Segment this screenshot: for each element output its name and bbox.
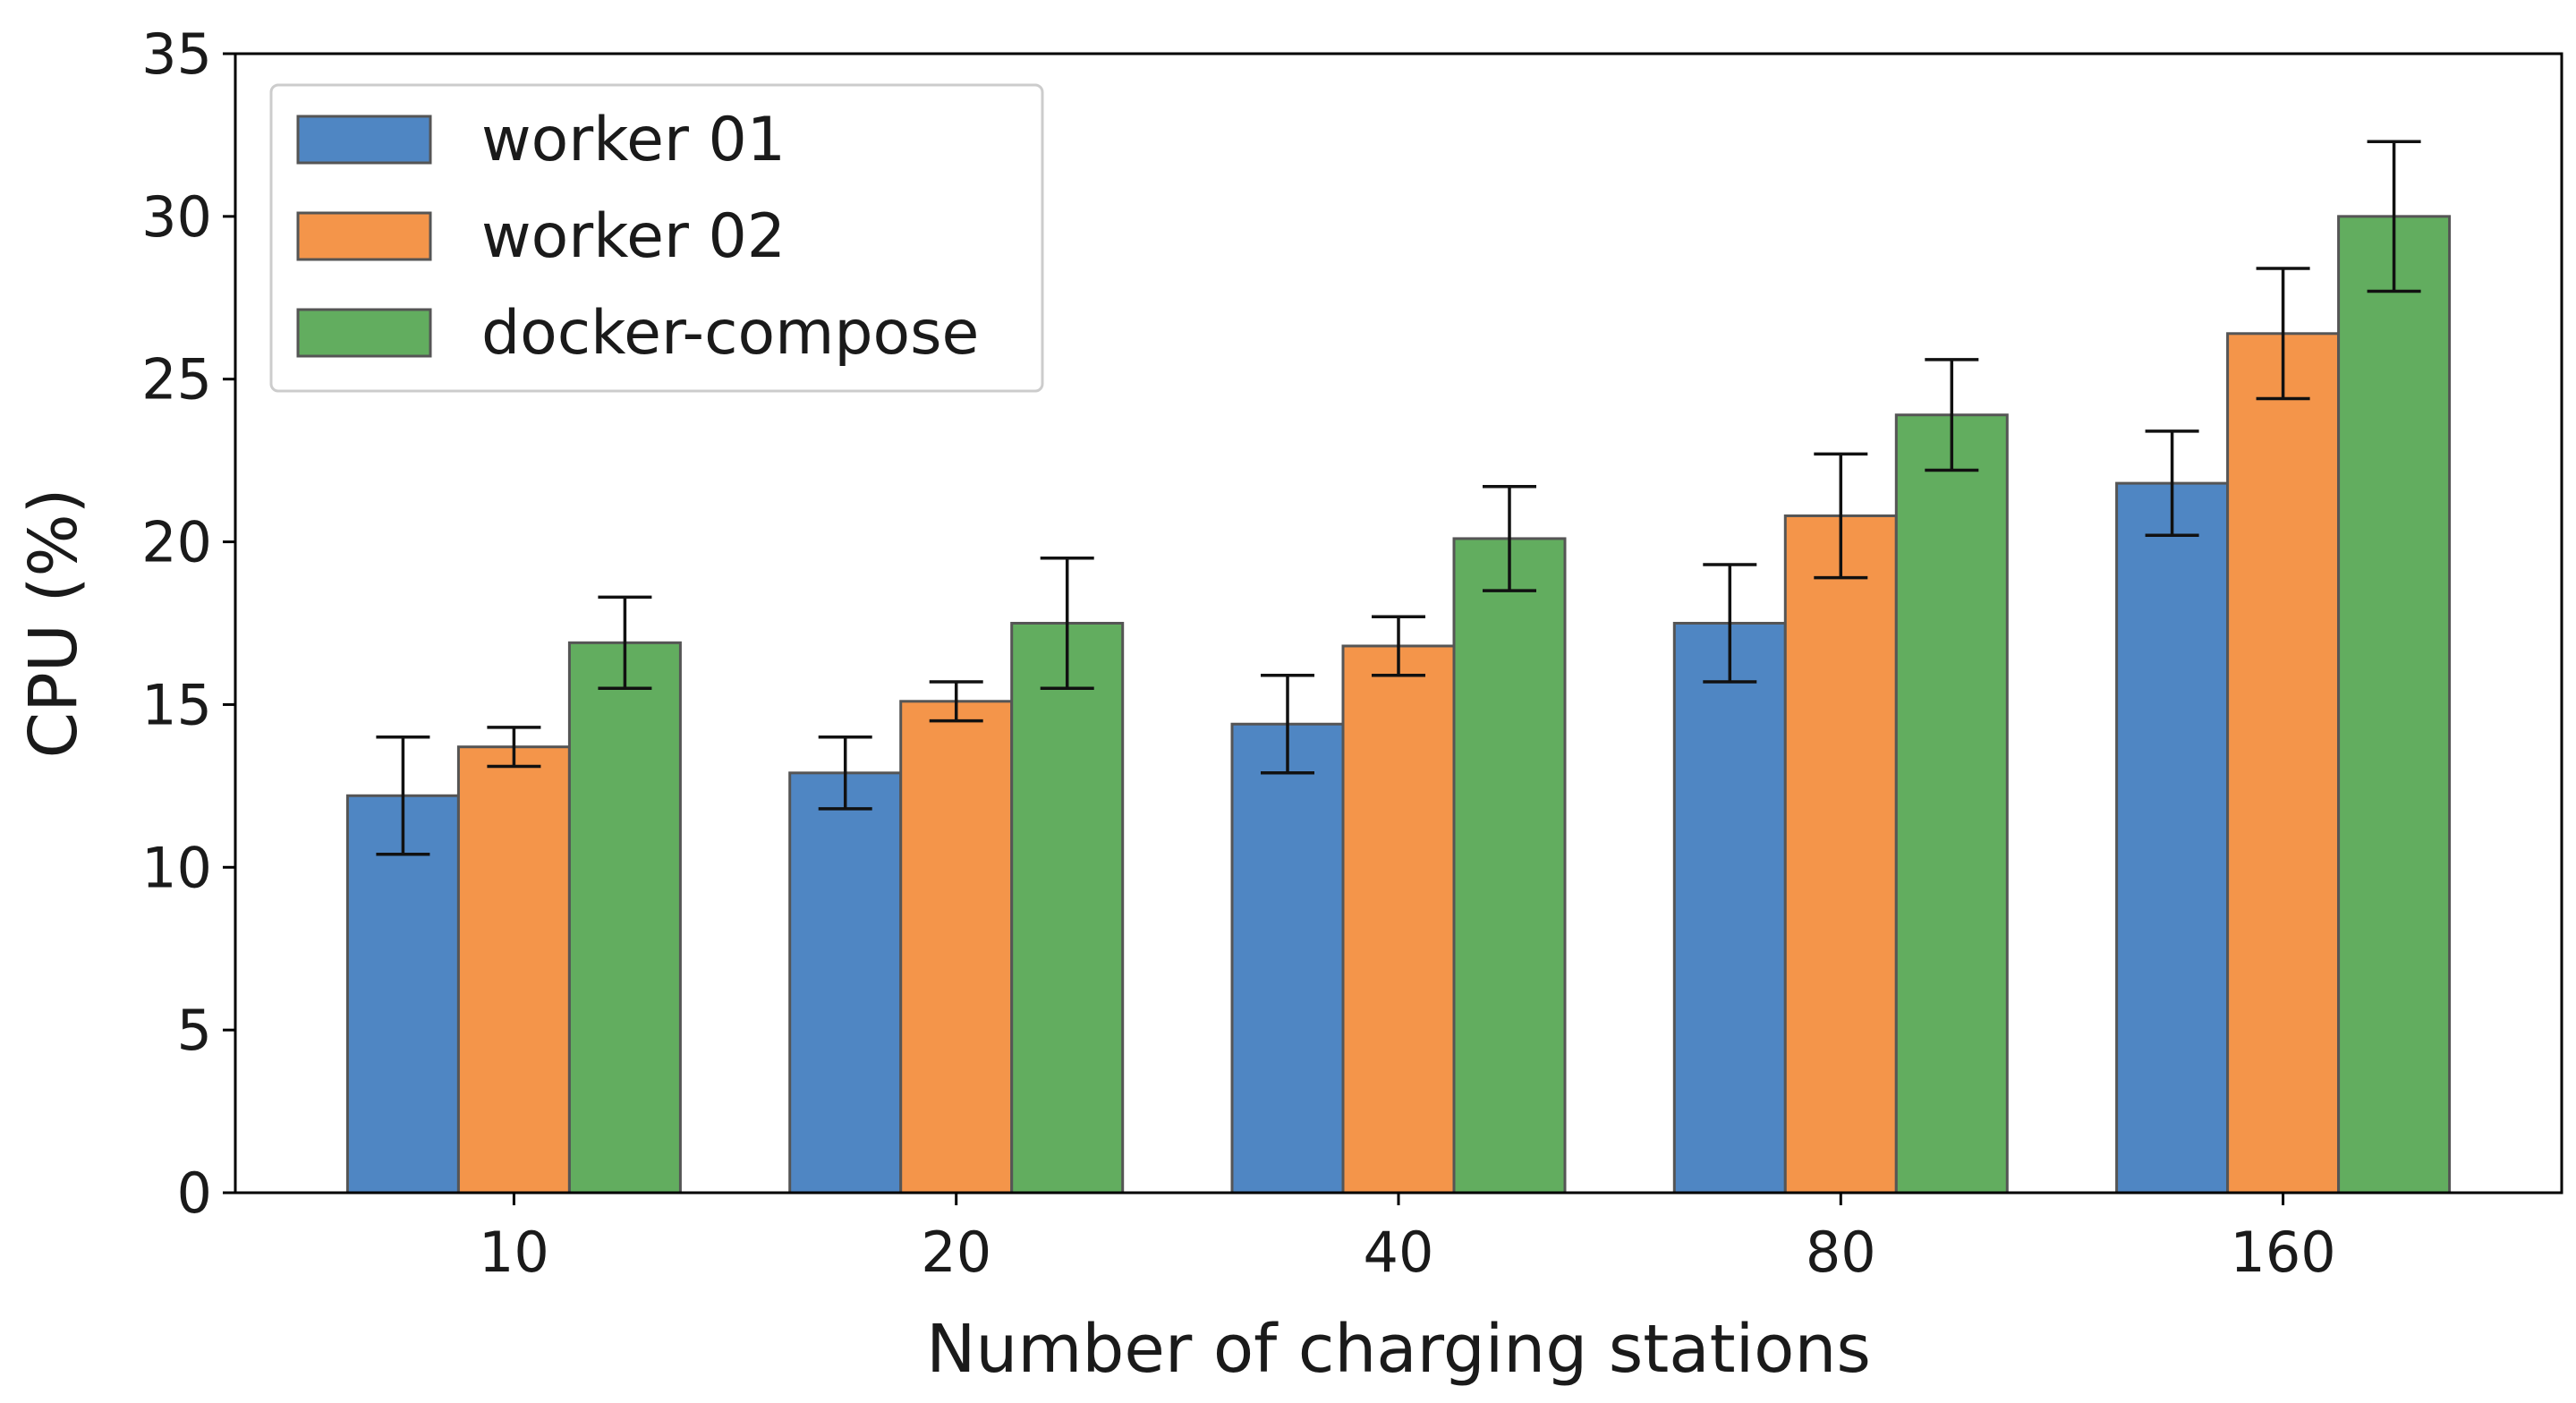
legend-label-docker-compose: docker-compose <box>481 298 979 369</box>
error-bar-worker-01-80 <box>1703 563 1757 684</box>
y-tick-label: 15 <box>141 672 212 737</box>
x-tick-label: 80 <box>1806 1220 1876 1285</box>
legend-swatch-docker-compose <box>296 308 432 358</box>
y-tick-label: 0 <box>177 1161 212 1226</box>
error-bar-worker-01-20 <box>818 736 872 811</box>
y-tick-label: 25 <box>141 347 212 412</box>
x-axis: 10 20 40 80 160 <box>479 1193 2336 1285</box>
legend-frame <box>269 83 1044 393</box>
error-bar-worker-01-160 <box>2145 429 2199 538</box>
y-axis-title: CPU (%) <box>15 488 92 758</box>
bar-worker-02-80 <box>1783 514 1898 1195</box>
legend-label-worker-02: worker 02 <box>481 201 786 272</box>
x-axis-title: Number of charging stations <box>926 1311 1871 1388</box>
bar-worker-02-20 <box>899 700 1014 1195</box>
error-bar-docker-compose-10 <box>598 595 652 690</box>
error-bar-docker-compose-80 <box>1925 358 1979 472</box>
legend-swatch-worker-01 <box>296 115 432 165</box>
bars-layer <box>345 215 2452 1195</box>
bar-worker-02-40 <box>1341 644 1456 1195</box>
y-tick-label: 35 <box>141 21 212 87</box>
error-bar-worker-02-40 <box>1372 615 1425 677</box>
error-bars-layer <box>376 140 2421 856</box>
error-bar-worker-02-20 <box>929 680 983 723</box>
legend: worker 01 worker 02 docker-compose <box>269 83 1044 393</box>
error-bar-docker-compose-40 <box>1483 484 1536 592</box>
bar-worker-02-10 <box>456 745 571 1195</box>
bar-worker-01-40 <box>1230 722 1345 1195</box>
y-tick-label: 20 <box>141 510 212 575</box>
x-tick-label: 10 <box>479 1220 549 1285</box>
error-bar-worker-01-40 <box>1261 673 1314 775</box>
bar-worker-01-20 <box>788 771 903 1195</box>
error-bar-worker-02-160 <box>2256 267 2310 401</box>
error-bar-worker-01-10 <box>376 736 430 856</box>
x-tick-label: 40 <box>1364 1220 1434 1285</box>
x-tick-label: 160 <box>2230 1220 2335 1285</box>
bar-docker-compose-160 <box>2337 215 2452 1195</box>
error-bar-docker-compose-160 <box>2367 140 2421 293</box>
y-tick-label: 10 <box>141 835 212 900</box>
y-tick-label: 30 <box>141 184 212 250</box>
bar-docker-compose-10 <box>567 641 682 1195</box>
x-tick-label: 20 <box>921 1220 991 1285</box>
bar-worker-01-10 <box>345 794 460 1195</box>
error-bar-worker-02-10 <box>487 726 541 769</box>
bar-docker-compose-20 <box>1010 622 1125 1195</box>
legend-swatch-worker-02 <box>296 211 432 261</box>
y-tick-label: 5 <box>177 998 212 1063</box>
legend-label-worker-01: worker 01 <box>481 105 786 175</box>
bar-docker-compose-40 <box>1452 537 1567 1195</box>
bar-docker-compose-80 <box>1894 413 2009 1195</box>
y-axis: 0 5 10 15 20 25 30 35 <box>141 21 235 1226</box>
bar-worker-01-80 <box>1672 622 1787 1195</box>
error-bar-worker-02-80 <box>1814 452 1868 580</box>
bar-worker-02-160 <box>2226 332 2341 1195</box>
bar-worker-01-160 <box>2115 481 2230 1195</box>
error-bar-docker-compose-20 <box>1040 557 1094 690</box>
